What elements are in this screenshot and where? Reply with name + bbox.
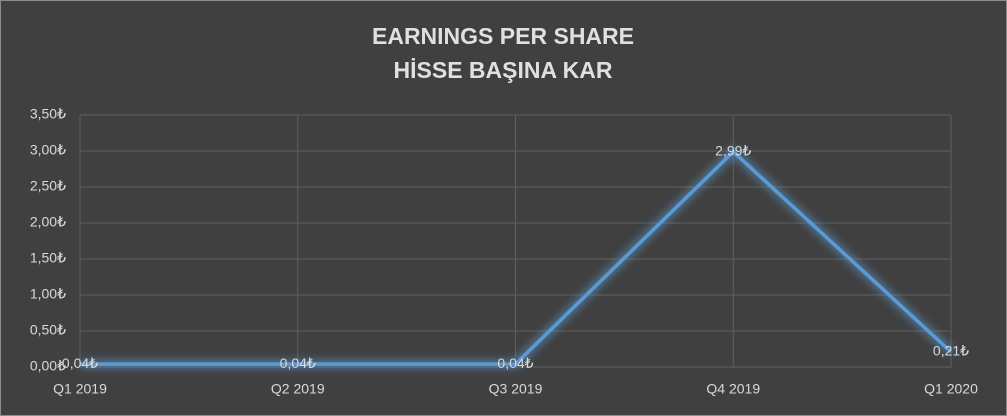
data-label: 0,04₺ [497,355,533,371]
y-tick-label: 0,50₺ [30,322,66,338]
y-tick-label: 2,50₺ [30,178,66,194]
data-label: 0,21₺ [933,343,969,359]
y-tick-label: 3,00₺ [30,142,66,158]
x-tick-label: Q1 2020 [924,381,978,397]
data-label: 2,99₺ [715,142,751,158]
data-label: 0,04₺ [280,355,316,371]
data-label: 0,04₺ [62,355,98,371]
x-tick-label: Q3 2019 [489,381,543,397]
y-tick-label: 3,50₺ [30,106,66,122]
data-line [80,149,953,366]
chart-title: HİSSE BAŞINA KAR [394,57,613,83]
x-tick-label: Q4 2019 [706,381,760,397]
y-tick-label: 1,50₺ [30,250,66,266]
x-tick-label: Q1 2019 [53,381,107,397]
y-tick-label: 1,00₺ [30,286,66,302]
y-tick-label: 2,00₺ [30,214,66,230]
x-tick-label: Q2 2019 [271,381,325,397]
chart-title: EARNINGS PER SHARE [372,23,634,49]
y-tick-label: 0,00₺ [30,358,66,374]
